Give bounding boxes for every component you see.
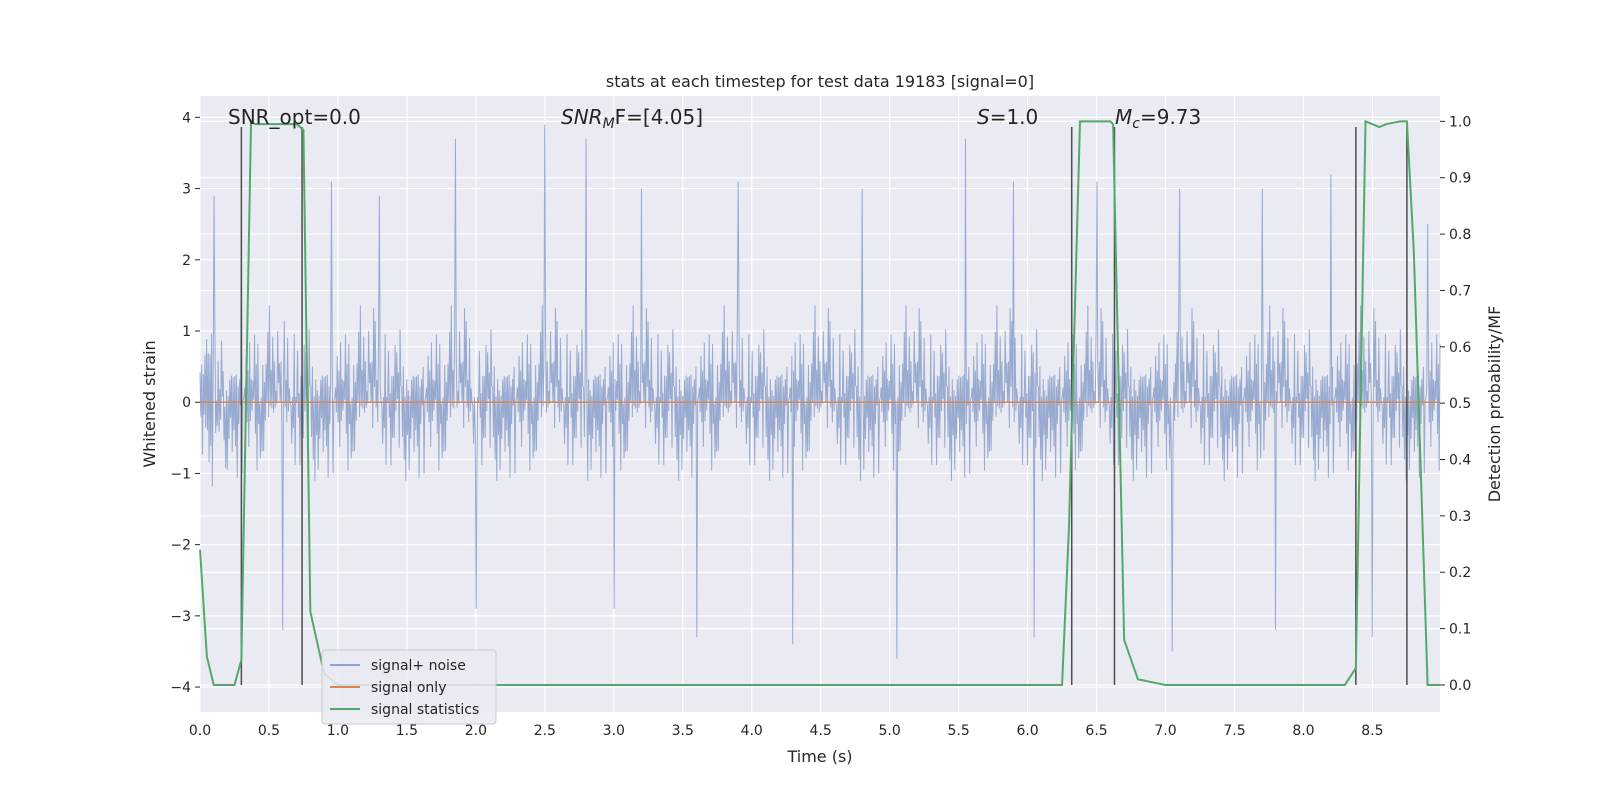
legend-box [321, 649, 497, 725]
y2-tick-label: 0.7 [1449, 283, 1471, 299]
y2-tick-label: 0.4 [1449, 453, 1471, 469]
y-tick-label: 2 [182, 253, 191, 269]
y2-axis-label: Detection probability/MF [1485, 306, 1504, 503]
x-tick-label: 4.5 [810, 723, 832, 739]
y2-tick-label: 1.0 [1449, 114, 1471, 130]
x-tick-label: 5.0 [879, 723, 901, 739]
x-tick-label: 2.0 [465, 723, 487, 739]
x-tick-label: 1.0 [327, 723, 349, 739]
y2-tick-label: 0.1 [1449, 622, 1471, 638]
y2-axis-ticks: 1.0 0.9 0.8 0.7 0.6 0.5 0.4 0.3 0.2 0.1 0.0 [1440, 114, 1471, 694]
y-axis-ticks: 4 3 2 1 0 −1 −2 −3 −4 [170, 110, 200, 696]
x-axis-ticks: 0.0 0.5 1.0 1.5 2.0 2.5 3.0 3.5 4.0 4.5 5.0 5.5 6.0 6… [189, 723, 1384, 739]
x-tick-label: 2.5 [534, 723, 556, 739]
x-tick-label: 7.5 [1223, 723, 1245, 739]
y2-tick-label: 0.9 [1449, 171, 1471, 187]
y2-tick-label: 0.3 [1449, 509, 1471, 525]
vertical-markers [240, 126, 1408, 685]
legend-label-signal-only: signal only [371, 680, 446, 696]
signal-noise-line [199, 124, 1441, 659]
y-tick-label: 4 [182, 110, 191, 126]
y-tick-label: −2 [170, 538, 191, 554]
y2-tick-label: 0.0 [1449, 678, 1471, 694]
x-tick-label: 4.0 [741, 723, 763, 739]
x-tick-label: 5.5 [947, 723, 969, 739]
y-tick-label: −1 [170, 466, 191, 482]
y-tick-label: −3 [170, 609, 191, 625]
x-tick-label: 3.0 [603, 723, 625, 739]
y2-tick-label: 0.8 [1449, 227, 1471, 243]
legend-label-signal-statistics: signal statistics [371, 702, 479, 718]
annotation-snr-mf: SNRMF=[4.05] [561, 105, 703, 132]
x-tick-label: 8.0 [1292, 723, 1314, 739]
y-tick-label: 0 [182, 395, 191, 411]
signal-statistics-line [199, 119, 1440, 686]
x-tick-label: 8.5 [1361, 723, 1383, 739]
y2-tick-label: 0.5 [1449, 396, 1471, 412]
series-signal-noise [199, 124, 1441, 659]
x-tick-label: 0.0 [189, 723, 211, 739]
annotation-mc: Mc=9.73 [1115, 105, 1201, 132]
annotation-snr-opt: SNR_opt=0.0 [228, 105, 361, 129]
y2-tick-label: 0.6 [1449, 340, 1471, 356]
x-tick-label: 6.0 [1016, 723, 1038, 739]
y-tick-label: −4 [170, 680, 191, 696]
y-axis-label: Whitened strain [140, 340, 159, 467]
x-tick-label: 6.5 [1085, 723, 1107, 739]
x-tick-label: 1.5 [396, 723, 418, 739]
y-tick-label: 3 [182, 182, 191, 198]
annotation-s: S=1.0 [977, 105, 1038, 129]
x-tick-label: 0.5 [258, 723, 280, 739]
x-tick-label: 3.5 [672, 723, 694, 739]
x-axis-label: Time (s) [786, 747, 852, 766]
y-tick-label: 1 [182, 324, 191, 340]
legend-label-signal-noise: signal+ noise [371, 658, 466, 674]
chart-title: stats at each timestep for test data 191… [606, 72, 1034, 91]
x-tick-label: 7.0 [1154, 723, 1176, 739]
series-signal-statistics [199, 119, 1440, 686]
y2-tick-label: 0.2 [1449, 565, 1471, 581]
legend: signal+ noise signal only signal statist… [321, 649, 497, 725]
